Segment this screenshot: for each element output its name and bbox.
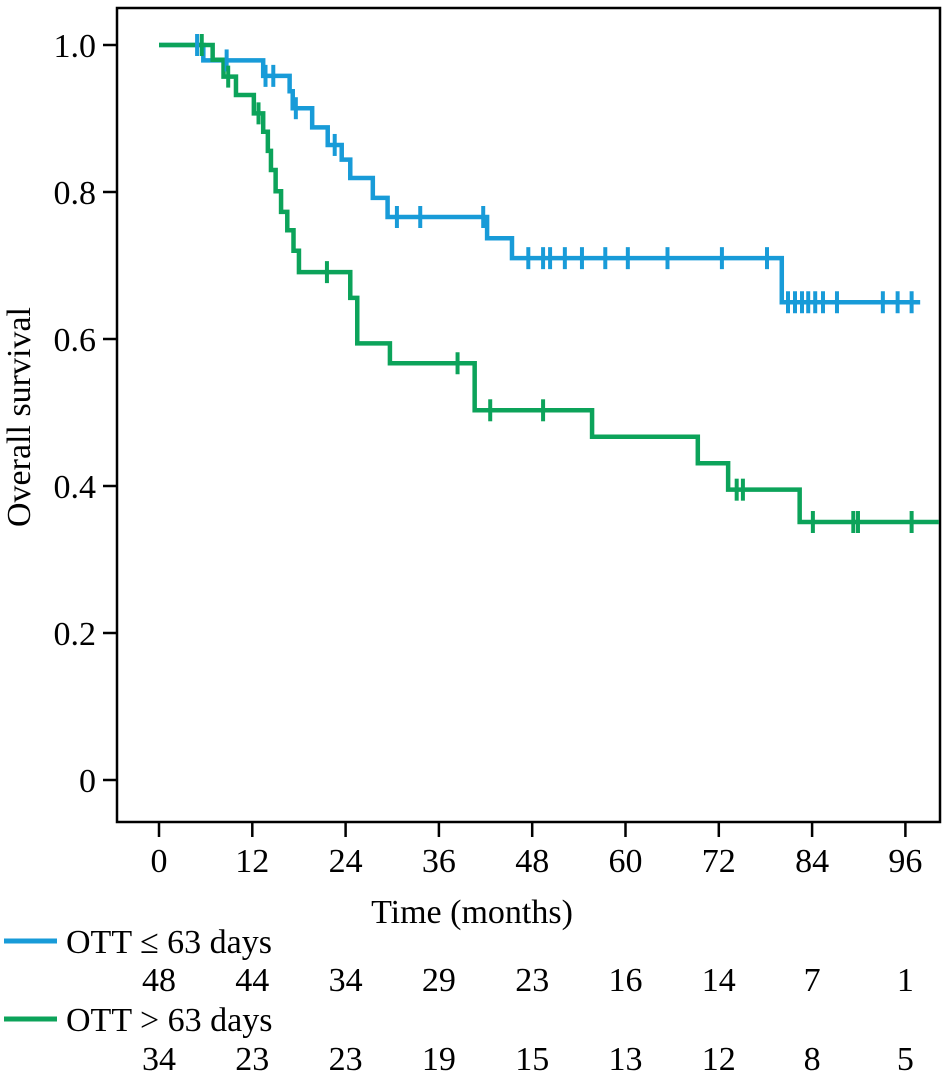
at-risk-count: 13 [609,1041,643,1073]
at-risk-count: 29 [422,962,456,999]
x-tick-label: 12 [235,843,269,880]
at-risk-count: 23 [235,1041,269,1073]
x-tick-label: 72 [702,843,736,880]
legend: OTT ≤ 63 days OTT > 63 days [4,924,272,1039]
survival-curves [159,42,939,525]
y-tick-label: 1.0 [54,28,97,65]
at-risk-count: 5 [897,1041,914,1073]
y-tick-label: 0.2 [54,616,97,653]
at-risk-count: 7 [804,962,821,999]
at-risk-count: 19 [422,1041,456,1073]
at-risk-count: 44 [235,962,269,999]
at-risk-count: 34 [142,1041,176,1073]
x-tick-label: 60 [609,843,643,880]
at-risk-count: 23 [329,1041,363,1073]
at-risk-count: 12 [702,1041,736,1073]
x-axis-ticks: 0 12 24 36 48 60 72 84 96 [151,822,922,880]
km-curve-ott-le-63 [159,42,921,305]
x-tick-label: 36 [422,843,456,880]
legend-label-ott-gt-63: OTT > 63 days [66,1002,272,1039]
at-risk-count: 34 [329,962,363,999]
at-risk-count: 16 [609,962,643,999]
km-curve-ott-gt-63 [159,42,939,525]
x-tick-label: 24 [329,843,363,880]
x-axis-title: Time (months) [371,894,573,931]
y-tick-label: 0 [79,763,96,800]
at-risk-count: 48 [142,962,176,999]
x-tick-label: 48 [515,843,549,880]
at-risk-count: 8 [804,1041,821,1073]
at-risk-table: 48 44 34 29 23 16 14 7 1 34 23 23 19 15 13 12 8 5 [142,962,914,1073]
x-tick-label: 84 [795,843,829,880]
y-tick-label: 0.4 [54,469,97,506]
at-risk-count: 15 [515,1041,549,1073]
x-tick-label: 0 [151,843,168,880]
plot-border [115,6,942,824]
at-risk-count: 23 [515,962,549,999]
legend-label-ott-le-63: OTT ≤ 63 days [66,924,272,961]
at-risk-count: 14 [702,962,736,999]
y-tick-label: 0.6 [54,322,97,359]
censor-marks [195,34,914,534]
at-risk-count: 1 [897,962,914,999]
y-tick-label: 0.8 [54,175,97,212]
x-tick-label: 96 [888,843,922,880]
y-axis-title: Overall survival [1,307,38,527]
y-axis-ticks: 0 0.2 0.4 0.6 0.8 1.0 [54,28,117,800]
